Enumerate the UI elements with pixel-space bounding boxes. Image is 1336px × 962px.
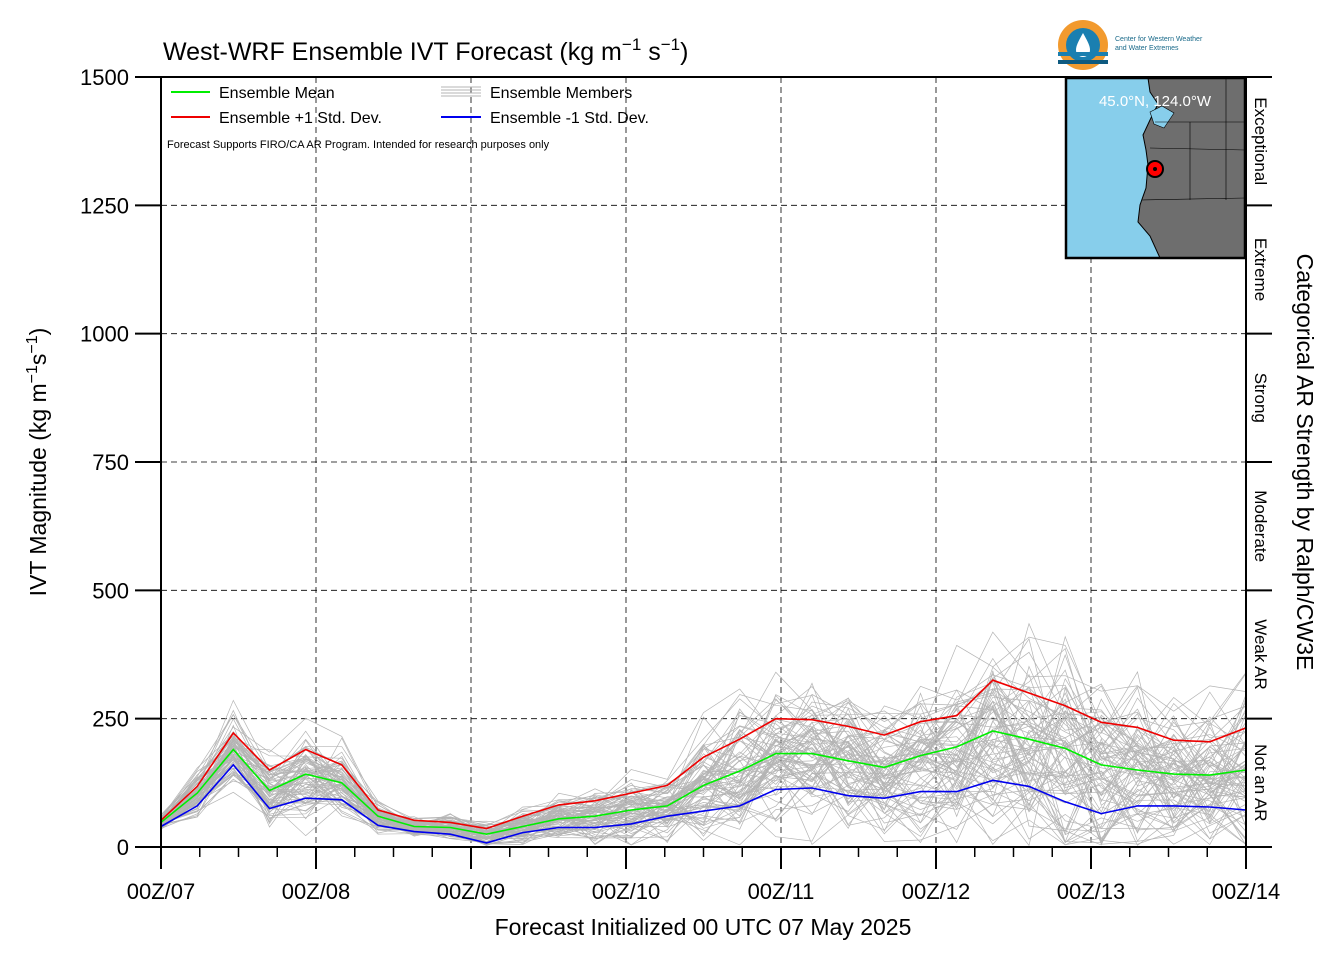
y-tick-label: 750	[92, 450, 129, 475]
ensemble-member-line	[160, 631, 1247, 828]
legend: Ensemble Mean Ensemble +1 Std. Dev. Ense…	[167, 85, 649, 151]
x-tick-label: 00Z/10	[592, 879, 661, 904]
legend-label-plus: Ensemble +1 Std. Dev.	[219, 110, 382, 127]
series-line-ensemble-1-std-dev-	[160, 763, 1247, 844]
y-tick-label: 250	[92, 707, 129, 732]
x-tick-label: 00Z/09	[437, 879, 506, 904]
ensemble-member-line	[160, 677, 1247, 839]
y-tick-label: 0	[117, 835, 129, 860]
right-axis-title: Categorical AR Strength by Ralph/CW3E	[1292, 254, 1318, 671]
ensemble-member-line	[160, 717, 1247, 841]
ensemble-member-line	[160, 721, 1247, 837]
x-tick-label: 00Z/08	[282, 879, 351, 904]
ensemble-member-line	[160, 636, 1247, 825]
logo-line1: Center for Western Weather	[1115, 36, 1203, 43]
map-coordinate-label: 45.0°N, 124.0°W	[1099, 93, 1212, 110]
category-label: Weak AR	[1251, 619, 1270, 690]
y-tick-label: 500	[92, 578, 129, 603]
x-tick-label: 00Z/14	[1212, 879, 1281, 904]
category-labels: Not an AR Weak AR Moderate Strong Extreme Exc…	[1251, 97, 1270, 821]
research-note: Forecast Supports FIRO/CA AR Program. In…	[167, 139, 550, 151]
ensemble-member-line	[160, 720, 1247, 837]
ensemble-member-line	[160, 705, 1247, 845]
map-inset: 45.0°N, 124.0°W	[1064, 76, 1247, 260]
x-tick-label: 00Z/11	[748, 879, 815, 904]
ensemble-member-line	[160, 742, 1247, 846]
cw3e-logo: Center for Western Weather and Water Ext…	[1058, 20, 1203, 70]
chart-title: West-WRF Ensemble IVT Forecast (kg m−1 s…	[163, 35, 688, 66]
x-tick-label: 00Z/07	[127, 879, 196, 904]
ensemble-member-line	[160, 682, 1247, 826]
legend-label-mean: Ensemble Mean	[219, 85, 335, 102]
legend-swatch-members	[441, 86, 481, 97]
grid-lines	[161, 77, 1246, 847]
category-label: Strong	[1251, 373, 1270, 423]
ensemble-member-line	[160, 751, 1247, 837]
category-label: Not an AR	[1251, 744, 1270, 822]
ensemble-member-line	[160, 701, 1247, 835]
category-label: Exceptional	[1251, 97, 1270, 185]
category-label: Extreme	[1251, 238, 1270, 301]
legend-label-members: Ensemble Members	[490, 85, 632, 102]
ensemble-member-line	[160, 635, 1247, 834]
logo-line2: and Water Extremes	[1115, 45, 1179, 52]
x-tick-label: 00Z/13	[1057, 879, 1126, 904]
ensemble-member-line	[160, 638, 1247, 832]
series-line-ensemble-1-std-dev-	[160, 679, 1247, 830]
ensemble-member-line	[160, 683, 1247, 827]
ensemble-member-line	[160, 700, 1247, 834]
x-axis-title: Forecast Initialized 00 UTC 07 May 2025	[495, 914, 912, 940]
series-line-ensemble-mean	[160, 730, 1247, 836]
ensemble-member-line	[160, 704, 1247, 840]
ensemble-member-line	[160, 688, 1247, 828]
axes: 0 250 500 750 1000 1250 1500 00Z/07 00Z/08 00Z/09…	[80, 65, 1280, 904]
ensemble-member-line	[160, 688, 1247, 840]
y-tick-label: 1250	[80, 193, 129, 218]
ensemble-member-line	[160, 733, 1247, 835]
ensemble-member-line	[160, 682, 1247, 840]
y-axis-title: IVT Magnitude (kg m−1s−1)	[24, 328, 51, 597]
series-lines	[160, 679, 1247, 844]
legend-label-minus: Ensemble -1 Std. Dev.	[490, 110, 649, 127]
y-tick-label: 1500	[80, 65, 129, 90]
x-tick-label: 00Z/12	[902, 879, 971, 904]
y-tick-label: 1000	[80, 322, 129, 347]
ensemble-member-line	[160, 653, 1247, 832]
ensemble-members	[160, 622, 1247, 847]
category-label: Moderate	[1251, 490, 1270, 562]
